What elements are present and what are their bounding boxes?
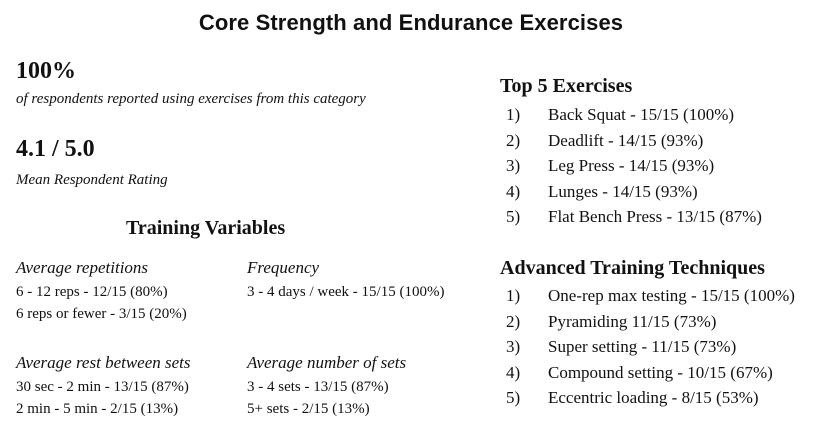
rest-block: Average rest between sets 30 sec - 2 min… bbox=[16, 352, 191, 420]
usage-caption: of respondents reported using exercises … bbox=[16, 91, 366, 107]
technique-name: Pyramiding 11/15 (73%) bbox=[548, 311, 717, 331]
rest-value: 2 min - 5 min - 2/15 (13%) bbox=[16, 401, 179, 417]
list-number: 3) bbox=[506, 156, 521, 175]
technique-name: Super setting - 11/15 (73%) bbox=[548, 337, 737, 356]
sets-label: Average number of sets bbox=[247, 353, 407, 372]
list-number: 5) bbox=[506, 207, 521, 226]
top-exercises-heading: Top 5 Exercises bbox=[500, 75, 633, 97]
list-item: 1) One-rep max testing - 15/15 (100%) bbox=[500, 283, 795, 309]
training-variables-heading: Training Variables bbox=[126, 217, 286, 239]
frequency-block: Frequency 3 - 4 days / week - 15/15 (100… bbox=[247, 257, 444, 303]
repetitions-block: Average repetitions 6 - 12 reps - 12/15 … bbox=[16, 257, 187, 325]
technique-name: Eccentric loading - 8/15 (53%) bbox=[548, 388, 759, 407]
page-title: Core Strength and Endurance Exercises bbox=[198, 10, 624, 35]
frequency-value: 3 - 4 days / week - 15/15 (100%) bbox=[247, 284, 445, 300]
top-exercises-list: 1) Back Squat - 15/15 (100%) 2) Deadlift -… bbox=[500, 102, 762, 230]
list-number: 1) bbox=[506, 286, 521, 305]
list-item: 1) Back Squat - 15/15 (100%) bbox=[500, 102, 762, 128]
repetitions-value: 6 - 12 reps - 12/15 (80%) bbox=[16, 284, 168, 300]
rating-caption: Mean Respondent Rating bbox=[16, 172, 168, 188]
sets-block: Average number of sets 3 - 4 sets - 13/1… bbox=[247, 352, 406, 420]
exercise-name: Leg Press - 14/15 (93%) bbox=[548, 156, 715, 175]
sets-value: 3 - 4 sets - 13/15 (87%) bbox=[247, 379, 389, 395]
list-number: 2) bbox=[506, 311, 521, 331]
mean-rating: 4.1 / 5.0 bbox=[16, 136, 95, 162]
usage-percentage: 100% bbox=[16, 58, 76, 84]
exercise-name: Back Squat - 15/15 (100%) bbox=[548, 105, 735, 124]
frequency-label: Frequency bbox=[247, 258, 320, 277]
list-item: 2) Pyramiding 11/15 (73%) bbox=[500, 309, 795, 335]
technique-name: Compound setting - 10/15 (67%) bbox=[548, 362, 773, 382]
rest-label: Average rest between sets bbox=[16, 353, 191, 372]
list-item: 4) Lunges - 14/15 (93%) bbox=[500, 179, 762, 205]
list-item: 3) Leg Press - 14/15 (93%) bbox=[500, 153, 762, 179]
rest-value: 30 sec - 2 min - 13/15 (87%) bbox=[16, 379, 189, 395]
exercise-name: Deadlift - 14/15 (93%) bbox=[548, 130, 704, 150]
sets-value: 5+ sets - 2/15 (13%) bbox=[247, 401, 370, 417]
technique-name: One-rep max testing - 15/15 (100%) bbox=[548, 286, 795, 305]
list-item: 5) Eccentric loading - 8/15 (53%) bbox=[500, 385, 795, 411]
list-number: 4) bbox=[506, 362, 521, 382]
exercise-name: Lunges - 14/15 (93%) bbox=[548, 181, 698, 201]
list-number: 2) bbox=[506, 130, 521, 150]
advanced-techniques-list: 1) One-rep max testing - 15/15 (100%) 2) P… bbox=[500, 283, 795, 411]
list-item: 5) Flat Bench Press - 13/15 (87%) bbox=[500, 204, 762, 230]
list-number: 4) bbox=[506, 181, 521, 201]
list-item: 3) Super setting - 11/15 (73%) bbox=[500, 334, 795, 360]
list-item: 4) Compound setting - 10/15 (67%) bbox=[500, 360, 795, 386]
list-item: 2) Deadlift - 14/15 (93%) bbox=[500, 128, 762, 154]
advanced-techniques-heading: Advanced Training Techniques bbox=[500, 257, 765, 279]
repetitions-label: Average repetitions bbox=[16, 258, 149, 277]
list-number: 5) bbox=[506, 388, 521, 407]
exercise-name: Flat Bench Press - 13/15 (87%) bbox=[548, 207, 762, 226]
repetitions-value: 6 reps or fewer - 3/15 (20%) bbox=[16, 306, 187, 322]
list-number: 1) bbox=[506, 105, 521, 124]
list-number: 3) bbox=[506, 337, 521, 356]
